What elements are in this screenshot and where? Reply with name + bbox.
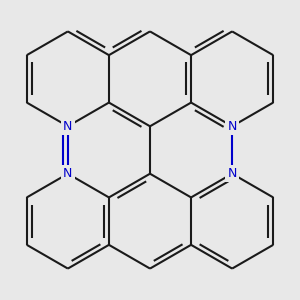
- Text: N: N: [63, 167, 73, 180]
- Text: N: N: [63, 120, 73, 133]
- Text: N: N: [227, 167, 237, 180]
- Text: N: N: [227, 120, 237, 133]
